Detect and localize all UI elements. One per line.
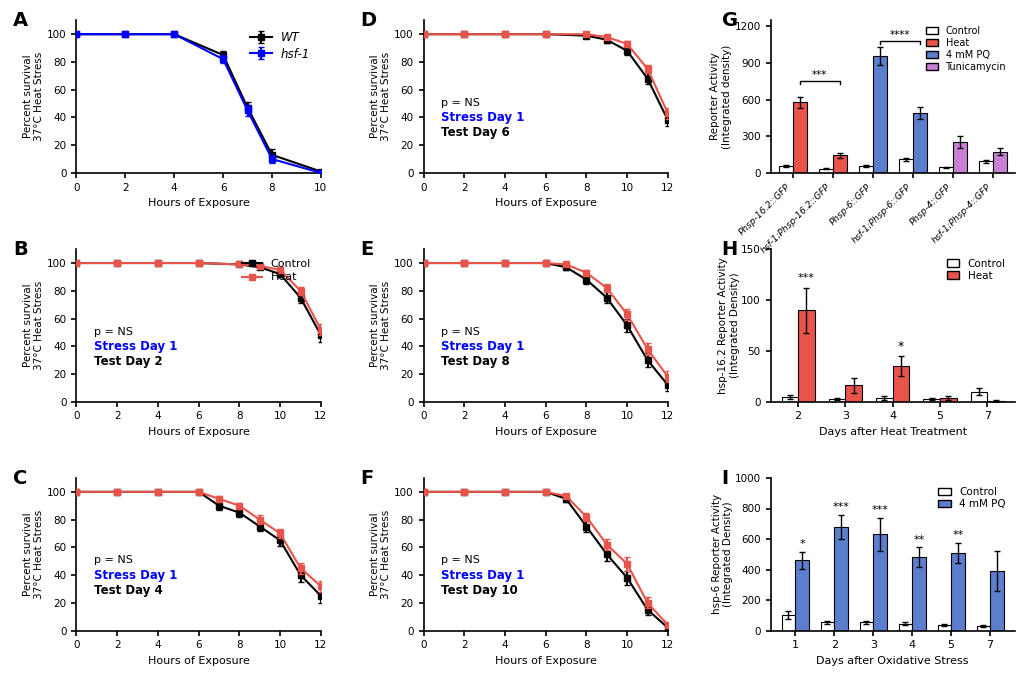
Bar [777, 166, 792, 173]
Bar [898, 624, 911, 631]
Text: Stress Day 1: Stress Day 1 [440, 111, 524, 124]
Text: Test Day 2: Test Day 2 [94, 355, 162, 368]
Bar [795, 560, 808, 631]
Text: E: E [360, 240, 373, 259]
Bar [834, 527, 847, 631]
Y-axis label: Reporter Activity
(Integrated density): Reporter Activity (Integrated density) [709, 45, 731, 148]
Text: B: B [13, 240, 28, 259]
Text: G: G [721, 12, 737, 31]
X-axis label: Hours of Exposure: Hours of Exposure [148, 427, 250, 437]
Y-axis label: Percent survival
37°C Heat Stress: Percent survival 37°C Heat Stress [22, 281, 45, 370]
Bar [991, 152, 1006, 173]
Text: Test Day 4: Test Day 4 [94, 584, 162, 597]
Bar [911, 557, 925, 631]
Legend: Control, Heat, 4 mM PQ, Tunicamycin: Control, Heat, 4 mM PQ, Tunicamycin [921, 22, 1009, 76]
Text: ***: *** [811, 71, 826, 81]
Text: C: C [13, 469, 28, 488]
Text: F: F [360, 469, 373, 488]
Text: Stress Day 1: Stress Day 1 [94, 569, 177, 582]
Bar [859, 622, 872, 631]
Text: **: ** [912, 535, 924, 544]
Y-axis label: hsp-6 Reporter Activity
(Integrated Density): hsp-6 Reporter Activity (Integrated Dens… [711, 494, 733, 614]
Text: p = NS: p = NS [94, 555, 132, 565]
Text: Test Day 8: Test Day 8 [440, 355, 508, 368]
Bar [940, 397, 956, 401]
Bar [975, 626, 989, 631]
Text: Stress Day 1: Stress Day 1 [440, 569, 524, 582]
Bar [858, 165, 872, 173]
Text: Test Day 10: Test Day 10 [440, 584, 517, 597]
Y-axis label: Percent survival
37°C Heat Stress: Percent survival 37°C Heat Stress [370, 510, 391, 599]
Bar [937, 167, 952, 173]
X-axis label: Hours of Exposure: Hours of Exposure [148, 198, 250, 208]
Bar [922, 399, 940, 401]
Text: Stress Day 1: Stress Day 1 [94, 340, 177, 353]
Bar [872, 534, 886, 631]
Text: I: I [721, 469, 728, 488]
X-axis label: Hours of Exposure: Hours of Exposure [494, 198, 596, 208]
Text: H: H [721, 240, 737, 259]
Bar [832, 155, 846, 173]
Legend: WT, hsf-1: WT, hsf-1 [246, 26, 315, 65]
Y-axis label: hsp-16.2 Reporter Activity
(Integrated Density): hsp-16.2 Reporter Activity (Integrated D… [717, 257, 739, 394]
Text: Stress Day 1: Stress Day 1 [440, 340, 524, 353]
X-axis label: Days after Oxidative Stress: Days after Oxidative Stress [815, 656, 968, 666]
Text: **: ** [952, 530, 963, 540]
Legend: Control, 4 mM PQ: Control, 4 mM PQ [933, 483, 1009, 514]
Legend: Control, Heat: Control, Heat [237, 255, 315, 287]
Text: *: * [897, 340, 903, 353]
X-axis label: Hours of Exposure: Hours of Exposure [494, 656, 596, 666]
Bar [978, 161, 991, 173]
X-axis label: Hours of Exposure: Hours of Exposure [494, 427, 596, 437]
Bar [818, 169, 832, 173]
Bar [952, 142, 966, 173]
Bar [892, 366, 908, 401]
Bar [970, 392, 986, 401]
X-axis label: Days after Heat Treatment: Days after Heat Treatment [818, 427, 966, 437]
Text: A: A [13, 12, 29, 31]
Y-axis label: Percent survival
37°C Heat Stress: Percent survival 37°C Heat Stress [370, 281, 391, 370]
Bar [828, 399, 845, 401]
Text: p = NS: p = NS [440, 555, 479, 565]
Bar [872, 56, 886, 173]
Legend: Control, Heat: Control, Heat [942, 254, 1009, 285]
Bar [792, 102, 806, 173]
Text: Test Day 6: Test Day 6 [440, 126, 508, 139]
Bar [845, 385, 861, 401]
Y-axis label: Percent survival
37°C Heat Stress: Percent survival 37°C Heat Stress [22, 510, 45, 599]
Bar [781, 616, 795, 631]
Bar [898, 159, 912, 173]
Text: p = NS: p = NS [440, 98, 479, 108]
X-axis label: Hours of Exposure: Hours of Exposure [148, 656, 250, 666]
Text: ***: *** [832, 502, 849, 512]
Bar [875, 397, 892, 401]
Text: p = NS: p = NS [94, 327, 132, 336]
Text: *: * [799, 539, 804, 549]
Y-axis label: Percent survival
37°C Heat Stress: Percent survival 37°C Heat Stress [370, 52, 391, 141]
Bar [798, 310, 814, 401]
Text: ***: *** [871, 505, 888, 515]
Text: ****: **** [889, 30, 909, 40]
Bar [989, 571, 1003, 631]
Y-axis label: Percent survival
37°C Heat Stress: Percent survival 37°C Heat Stress [22, 52, 45, 141]
Text: p = NS: p = NS [440, 327, 479, 336]
Text: ***: *** [797, 273, 814, 283]
Bar [951, 553, 964, 631]
Bar [912, 113, 926, 173]
Text: D: D [360, 12, 376, 31]
Bar [781, 397, 798, 401]
Bar [936, 625, 951, 631]
Bar [820, 622, 834, 631]
